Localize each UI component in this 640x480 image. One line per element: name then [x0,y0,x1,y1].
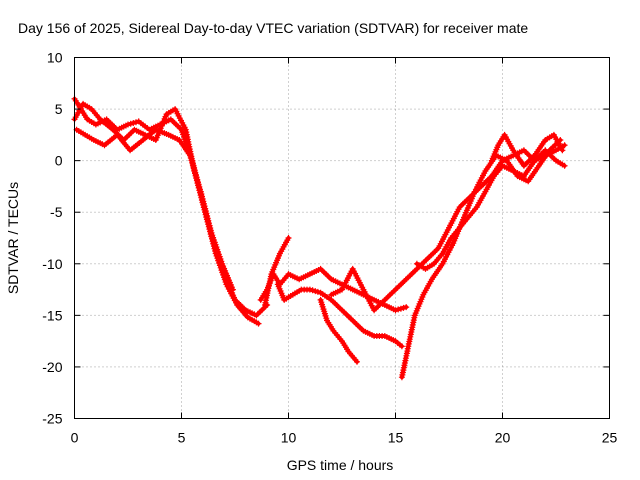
data-point-marker [314,288,321,295]
y-tick-label: 10 [47,50,63,66]
data-point-marker [403,304,410,311]
data-point-marker [392,307,399,314]
data-point-marker [395,306,402,313]
data-point-marker [398,343,405,350]
series-line [74,127,235,292]
y-tick-label: -20 [42,359,62,375]
x-tick-label: 15 [388,430,404,446]
data-point-marker [400,304,407,311]
grid-layer [74,57,610,419]
x-tick-label: 20 [495,430,511,446]
satellite-track-1 [71,95,271,319]
y-tick-label: 0 [55,153,63,169]
satellite-track-6 [262,235,292,308]
x-tick-label: 10 [281,430,297,446]
satellite-track-11 [488,131,566,169]
x-tick-label: 25 [602,430,618,446]
data-point-marker [561,162,568,169]
x-axis-label: GPS time / hours [287,457,394,473]
y-tick-labels: 10 5 0 -5 -10 -15 -20 -25 [42,50,62,427]
y-tick-label: 5 [55,101,63,117]
tick-layer [74,57,610,419]
y-tick-label: -10 [42,256,62,272]
plot-frame [74,57,610,419]
data-point-marker [306,286,313,293]
chart-title: Day 156 of 2025, Sidereal Day-to-day VTE… [18,20,528,36]
y-axis-label: SDTVAR / TECUs [5,182,21,294]
y-tick-label: -25 [42,411,62,427]
data-point-marker [285,235,292,241]
series-line [414,148,567,271]
data-point-marker [354,358,360,365]
x-tick-label: 5 [178,430,186,446]
data-point-marker [130,120,137,126]
data-point-marker [559,147,566,154]
x-tick-labels: 0 5 10 15 20 25 [71,430,618,446]
data-point-marker [125,121,131,128]
satellite-track-5 [274,281,405,350]
satellite-track-10 [413,147,568,272]
satellite-track-9 [398,137,564,381]
data-point-marker [309,287,316,294]
data-point-marker [133,119,139,126]
x-tick-label: 0 [71,430,79,446]
data-point-marker [255,320,262,327]
satellite-track-7 [317,296,360,365]
satellite-track-3 [73,126,236,293]
series-layer [71,95,568,381]
series-line [72,96,270,318]
y-tick-label: -5 [50,204,63,220]
y-tick-label: -15 [42,307,62,323]
data-point-marker [561,142,568,149]
data-point-marker [229,286,236,293]
